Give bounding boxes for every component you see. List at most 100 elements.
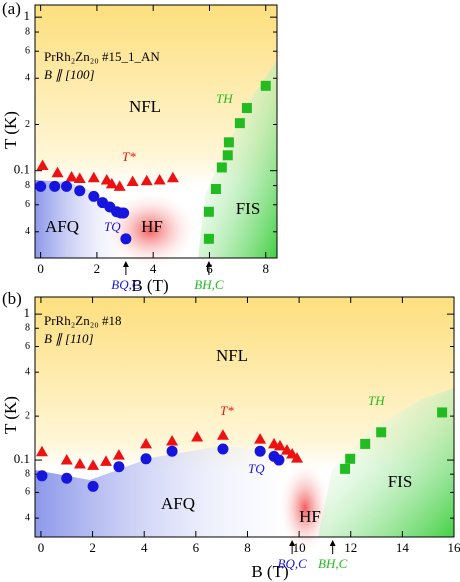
plot-frame — [34, 296, 455, 538]
y-tick-label: 8 — [25, 26, 30, 37]
circle-marker — [49, 180, 61, 192]
circle-marker — [87, 480, 99, 492]
fis-region — [198, 60, 277, 258]
triangle-marker — [87, 171, 100, 183]
triangle-marker — [291, 452, 304, 463]
triangle-marker — [191, 430, 204, 442]
panel-label: (b) — [2, 289, 22, 308]
annotation-label: BQ,C — [111, 277, 141, 292]
x-tick-label: 8 — [262, 261, 269, 276]
y-tick-label: 4 — [25, 226, 30, 237]
square-marker — [360, 438, 371, 449]
y-tick-label: 8 — [25, 468, 30, 479]
triangle-marker — [153, 173, 166, 185]
y-tick-label: 6 — [25, 46, 30, 57]
triangle-marker — [105, 177, 118, 189]
x-tick-label: 4 — [150, 261, 157, 276]
square-marker — [260, 80, 271, 91]
region-label: HF — [299, 507, 321, 526]
square-marker — [210, 183, 221, 194]
square-marker — [222, 150, 233, 161]
triangle-marker — [87, 459, 100, 470]
circle-marker — [35, 180, 47, 192]
y-axis-title: T (K) — [1, 111, 20, 149]
region-label: NFL — [129, 97, 161, 116]
y-tick-label: 1 — [24, 305, 31, 320]
square-marker — [203, 233, 214, 244]
square-marker — [376, 427, 387, 438]
x-tick-label: 2 — [89, 540, 96, 555]
triangle-marker — [140, 174, 153, 186]
y-tick-label: 8 — [25, 323, 30, 334]
region-label: AFQ — [45, 217, 79, 236]
triangle-marker — [73, 457, 86, 469]
triangle-marker — [140, 437, 153, 449]
circle-marker — [88, 190, 100, 202]
series-label: T* — [122, 149, 136, 164]
sample-label: PrRh₂Zn₂₀ #15_1_AN — [44, 49, 160, 64]
circle-marker — [140, 453, 152, 465]
region-label: AFQ — [161, 494, 195, 513]
circle-marker — [118, 207, 130, 219]
y-tick-label: 2 — [25, 119, 30, 130]
region-label: FIS — [236, 199, 261, 218]
y-tick-label: 8 — [25, 180, 30, 191]
square-marker — [241, 103, 252, 114]
fis-region — [318, 388, 454, 537]
triangle-marker — [36, 159, 49, 171]
y-tick-label: 6 — [25, 341, 30, 352]
x-axis-title: B (T) — [131, 276, 168, 295]
y-tick-label: 0.1 — [14, 162, 30, 177]
plot-frame — [34, 4, 278, 259]
y-tick-label: 4 — [25, 512, 30, 523]
panel-label: (a) — [2, 0, 21, 18]
x-tick-label: 16 — [448, 540, 460, 555]
triangle-marker — [273, 439, 286, 451]
series-label: TQ — [104, 219, 121, 234]
triangle-marker — [216, 429, 229, 440]
y-tick-label: 6 — [25, 199, 30, 210]
triangle-marker — [112, 449, 125, 460]
y-tick-label: 4 — [25, 73, 30, 84]
square-marker — [340, 463, 351, 474]
annotation-label: BH,C — [318, 556, 348, 571]
x-tick-label: 6 — [206, 261, 213, 276]
annotation-arrowhead — [289, 540, 296, 546]
region-label: HF — [141, 217, 163, 236]
circle-marker — [254, 445, 266, 457]
x-axis-title: B (T) — [251, 562, 288, 581]
y-tick-label: 1 — [24, 8, 31, 23]
x-tick-label: 14 — [396, 540, 410, 555]
square-marker — [437, 407, 448, 418]
square-marker — [234, 118, 245, 129]
triangle-marker — [51, 166, 64, 178]
hf-region — [279, 460, 331, 556]
annotation-label: BQ,C — [278, 556, 308, 571]
square-marker — [223, 137, 234, 148]
x-tick-label: 12 — [344, 540, 357, 555]
sample-label: PrRh₂Zn₂₀ #18 — [44, 313, 122, 328]
x-tick-label: 6 — [193, 540, 200, 555]
circle-marker — [113, 461, 125, 473]
annotation-arrowhead — [329, 540, 336, 546]
triangle-marker — [166, 435, 179, 446]
field-label: B ∥ [100] — [44, 67, 95, 82]
series-label: T* — [220, 403, 234, 418]
annotation-label: BH,C — [194, 277, 224, 292]
triangle-marker — [166, 171, 179, 183]
y-tick-label: 0.1 — [14, 451, 30, 466]
triangle-marker — [35, 445, 48, 457]
square-marker — [345, 453, 356, 464]
x-tick-label: 10 — [293, 540, 306, 555]
annotation-arrowhead — [205, 261, 212, 267]
y-tick-label: 2 — [25, 410, 30, 421]
y-tick-label: 6 — [25, 487, 30, 498]
series-label: TQ — [248, 461, 265, 476]
triangle-marker — [99, 455, 112, 466]
circle-marker — [166, 445, 178, 457]
triangle-marker — [126, 175, 139, 187]
x-tick-label: 0 — [38, 540, 45, 555]
triangle-marker — [113, 180, 126, 191]
square-marker — [216, 162, 227, 173]
annotation-arrowhead — [122, 261, 129, 267]
